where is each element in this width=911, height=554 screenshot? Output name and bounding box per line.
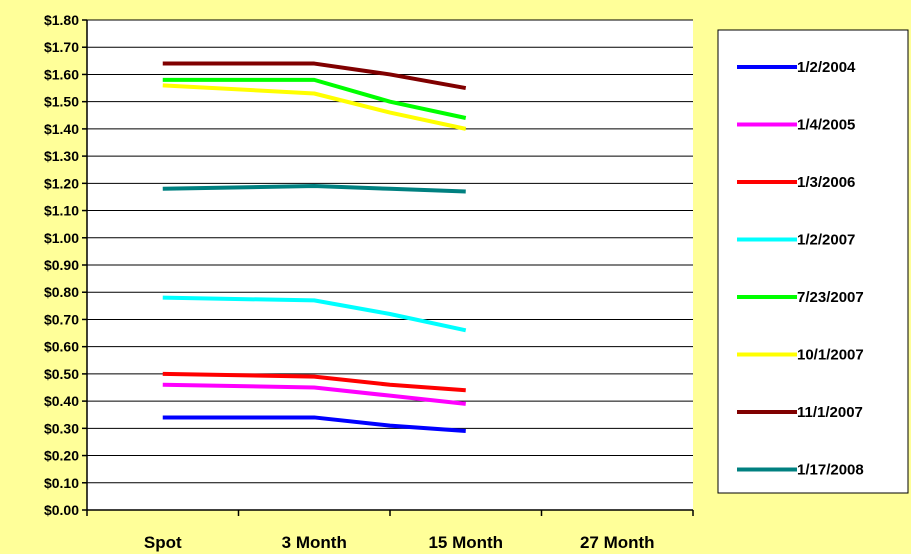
y-tick-label: $0.10 <box>44 475 79 491</box>
y-tick-label: $0.80 <box>44 284 79 300</box>
y-tick-label: $0.50 <box>44 366 79 382</box>
series-line <box>162 382 466 406</box>
series-line <box>162 415 466 434</box>
y-tick-label: $1.20 <box>44 175 79 191</box>
y-tick-label: $1.50 <box>44 94 79 110</box>
y-tick-label: $1.60 <box>44 66 79 82</box>
series-line <box>162 295 467 333</box>
y-tick-label: $1.40 <box>44 121 79 137</box>
y-tick-label: $0.60 <box>44 339 79 355</box>
x-tick-label: 3 Month <box>282 533 347 552</box>
y-tick-label: $0.30 <box>44 420 79 436</box>
series-line <box>162 61 467 91</box>
series-lines <box>162 61 467 434</box>
x-tick-label: Spot <box>144 533 182 552</box>
x-axis: Spot 3 Month 15 Month 27 Month <box>86 509 694 552</box>
series-line <box>162 184 466 194</box>
y-tick-label: $1.70 <box>44 39 79 55</box>
series-line <box>162 83 467 131</box>
legend <box>717 29 909 494</box>
y-tick-label: $0.20 <box>44 448 79 464</box>
x-tick-label: 27 Month <box>580 533 655 552</box>
y-tick-label: $1.80 <box>44 12 79 28</box>
legend-label: 1/17/2008 <box>797 462 864 479</box>
series-line <box>162 371 466 393</box>
legend-label: 1/2/2004 <box>797 59 856 76</box>
y-tick-label: $1.00 <box>44 230 79 246</box>
legend-label: 10/1/2007 <box>797 347 864 364</box>
legend-label: 1/4/2005 <box>797 117 855 134</box>
legend-items: 1/2/2004 1/4/2005 1/3/2006 1/2/2007 7/23/200… <box>737 59 864 479</box>
y-tick-label: $1.30 <box>44 148 79 164</box>
y-tick-label: $1.10 <box>44 203 79 219</box>
y-tick-label: $0.90 <box>44 257 79 273</box>
y-axis: $0.00 $0.10 $0.20 $0.30 $0.40 $0.50 $0.60 $0.70… <box>44 12 88 518</box>
legend-label: 7/23/2007 <box>797 289 864 306</box>
y-tick-label: $0.00 <box>44 502 79 518</box>
x-tick-label: 15 Month <box>428 533 503 552</box>
legend-label: 1/2/2007 <box>797 232 855 249</box>
y-tick-label: $0.40 <box>44 393 79 409</box>
series-line <box>162 77 467 120</box>
legend-label: 1/3/2006 <box>797 174 855 191</box>
legend-label: 11/1/2007 <box>797 404 863 421</box>
y-tick-label: $0.70 <box>44 311 79 327</box>
